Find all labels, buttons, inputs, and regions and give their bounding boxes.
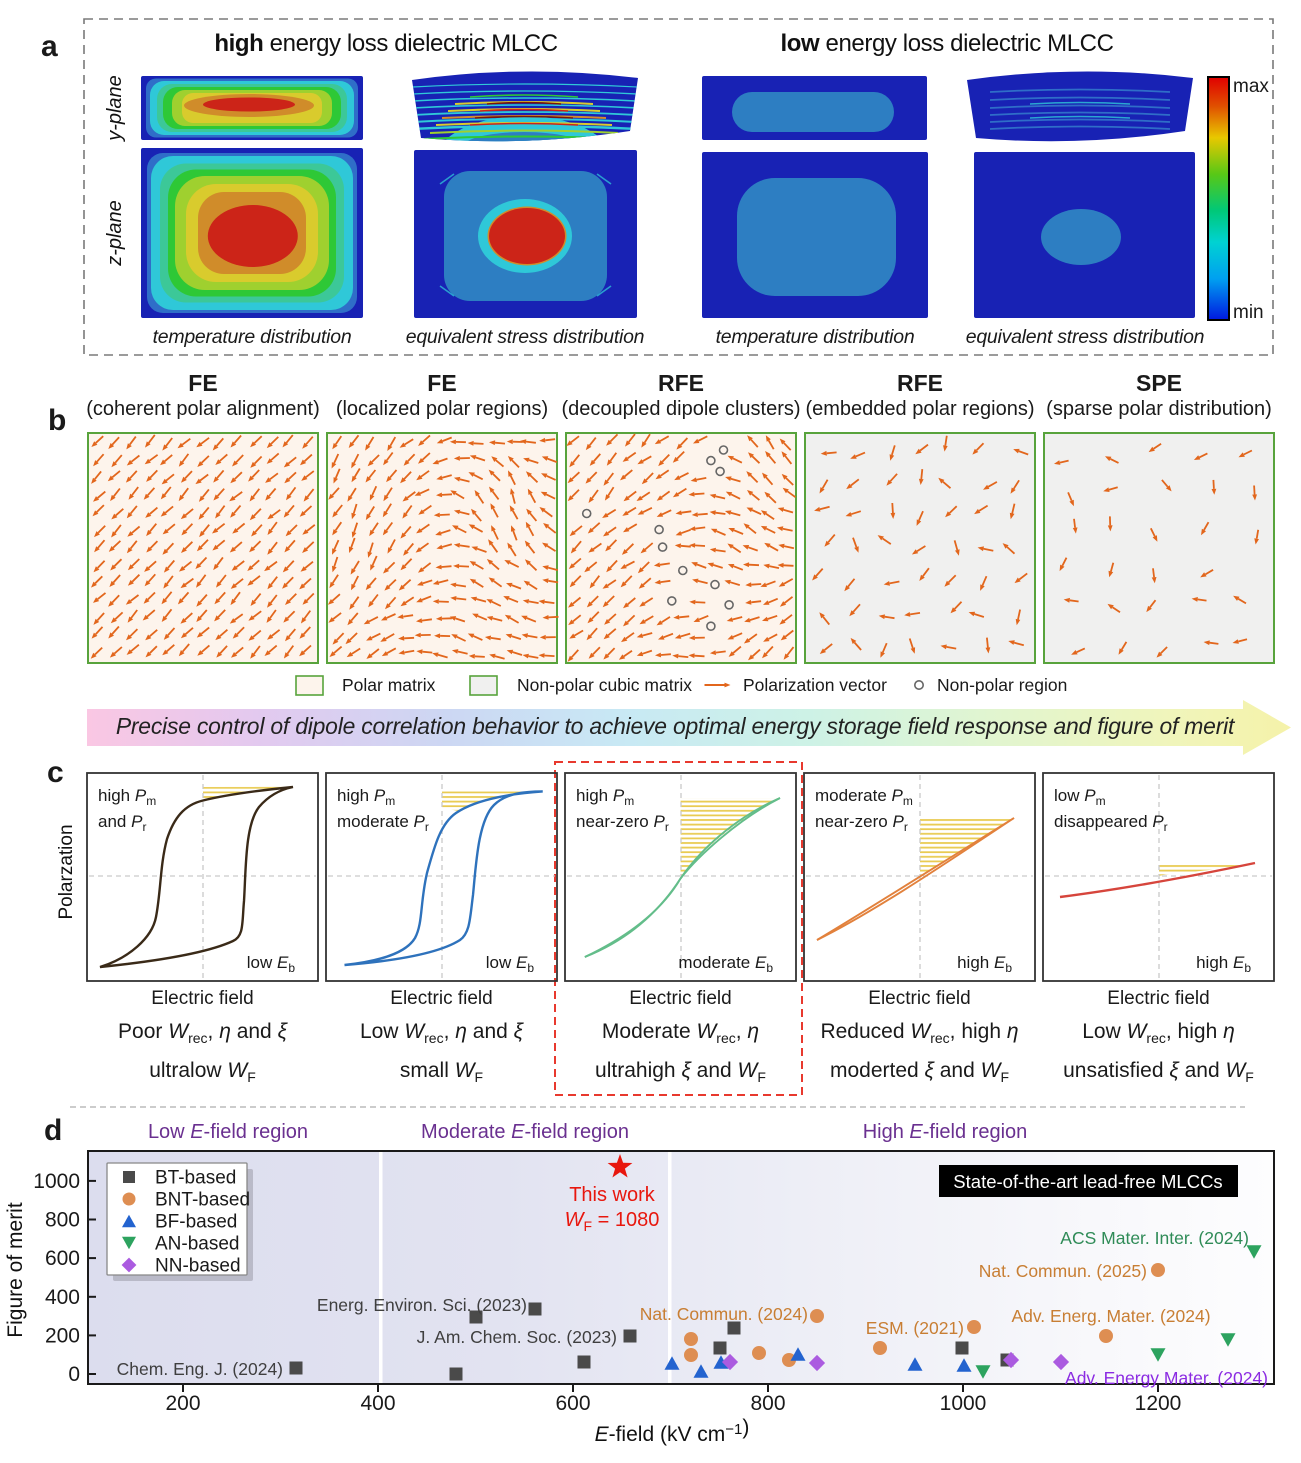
svg-text:a: a bbox=[41, 30, 58, 63]
svg-text:BT-based: BT-based bbox=[155, 1168, 236, 1189]
svg-text:temperature distribution: temperature distribution bbox=[153, 326, 352, 348]
svg-text:ESM. (2021): ESM. (2021) bbox=[866, 1318, 964, 1338]
svg-text:RFE: RFE bbox=[658, 370, 704, 396]
svg-text:disappeared Pr: disappeared Pr bbox=[1054, 812, 1168, 834]
svg-text:Adv. Energ. Mater. (2024): Adv. Energ. Mater. (2024) bbox=[1011, 1306, 1210, 1326]
svg-text:High E-field region: High E-field region bbox=[863, 1121, 1028, 1143]
svg-text:z-plane: z-plane bbox=[104, 200, 126, 267]
svg-text:SPE: SPE bbox=[1136, 370, 1182, 396]
svg-text:FE: FE bbox=[427, 370, 456, 396]
svg-text:This work: This work bbox=[569, 1184, 656, 1206]
svg-text:d: d bbox=[44, 1114, 62, 1147]
svg-text:temperature distribution: temperature distribution bbox=[716, 326, 915, 348]
svg-text:high Eb: high Eb bbox=[957, 953, 1012, 975]
svg-text:1000: 1000 bbox=[33, 1170, 80, 1193]
svg-text:Non-polar region: Non-polar region bbox=[937, 675, 1067, 695]
svg-text:Figure of merit: Figure of merit bbox=[4, 1202, 27, 1338]
svg-text:and Pr: and Pr bbox=[98, 812, 146, 834]
svg-text:Reduced Wrec, high η: Reduced Wrec, high η bbox=[820, 1020, 1018, 1046]
svg-text:0: 0 bbox=[68, 1363, 80, 1386]
svg-text:Low E-field region: Low E-field region bbox=[148, 1121, 308, 1143]
svg-text:ultrahigh ξ and WF: ultrahigh ξ and WF bbox=[595, 1059, 766, 1085]
svg-text:Electric field: Electric field bbox=[1107, 988, 1209, 1009]
svg-text:max: max bbox=[1233, 76, 1269, 97]
svg-text:(decoupled dipole clusters): (decoupled dipole clusters) bbox=[561, 398, 800, 420]
svg-text:Adv. Energy Mater. (2024): Adv. Energy Mater. (2024) bbox=[1065, 1368, 1268, 1388]
svg-text:RFE: RFE bbox=[897, 370, 943, 396]
svg-text:1000: 1000 bbox=[940, 1392, 987, 1415]
svg-text:400: 400 bbox=[45, 1286, 80, 1309]
svg-text:high Eb: high Eb bbox=[1196, 953, 1251, 975]
svg-text:FE: FE bbox=[188, 370, 217, 396]
svg-text:min: min bbox=[1233, 302, 1264, 323]
svg-text:low Eb: low Eb bbox=[247, 953, 296, 975]
svg-text:y-plane: y-plane bbox=[104, 75, 126, 143]
svg-text:(coherent polar alignment): (coherent polar alignment) bbox=[86, 398, 319, 420]
svg-text:BNT-based: BNT-based bbox=[155, 1190, 250, 1211]
svg-text:600: 600 bbox=[45, 1247, 80, 1270]
svg-text:WF = 1080: WF = 1080 bbox=[565, 1209, 660, 1234]
svg-text:Non-polar cubic matrix: Non-polar cubic matrix bbox=[517, 675, 692, 695]
svg-text:Polar matrix: Polar matrix bbox=[342, 675, 436, 695]
svg-text:Electric field: Electric field bbox=[151, 988, 253, 1009]
svg-text:equivalent stress distribution: equivalent stress distribution bbox=[966, 326, 1205, 348]
svg-text:800: 800 bbox=[45, 1209, 80, 1232]
svg-text:NN-based: NN-based bbox=[155, 1256, 241, 1277]
svg-text:ultralow WF: ultralow WF bbox=[149, 1059, 256, 1085]
svg-text:low Eb: low Eb bbox=[486, 953, 535, 975]
svg-text:Moderate E-field region: Moderate E-field region bbox=[421, 1121, 629, 1143]
svg-text:Electric field: Electric field bbox=[390, 988, 492, 1009]
svg-text:Nat. Commun. (2024): Nat. Commun. (2024) bbox=[640, 1304, 808, 1324]
svg-text:unsatisfied ξ and WF: unsatisfied ξ and WF bbox=[1063, 1059, 1254, 1085]
svg-text:State-of-the-art lead-free MLC: State-of-the-art lead-free MLCCs bbox=[953, 1171, 1222, 1192]
svg-text:Precise control of dipole corr: Precise control of dipole correlation be… bbox=[116, 713, 1236, 739]
svg-text:Energ. Environ. Sci. (2023): Energ. Environ. Sci. (2023) bbox=[317, 1295, 527, 1315]
svg-text:Electric field: Electric field bbox=[868, 988, 970, 1009]
svg-text:small WF: small WF bbox=[400, 1059, 483, 1085]
svg-text:AN-based: AN-based bbox=[155, 1234, 240, 1255]
svg-text:b: b bbox=[48, 404, 66, 437]
svg-text:600: 600 bbox=[555, 1392, 590, 1415]
svg-text:(embedded polar regions): (embedded polar regions) bbox=[805, 398, 1034, 420]
svg-text:(localized polar regions): (localized polar regions) bbox=[336, 398, 548, 420]
svg-text:moderate Pm: moderate Pm bbox=[815, 786, 913, 808]
svg-text:Electric field: Electric field bbox=[629, 988, 731, 1009]
svg-text:Polarzation: Polarzation bbox=[56, 824, 77, 919]
svg-text:c: c bbox=[47, 756, 64, 789]
svg-text:200: 200 bbox=[45, 1324, 80, 1347]
svg-text:400: 400 bbox=[360, 1392, 395, 1415]
svg-text:J. Am. Chem. Soc. (2023): J. Am. Chem. Soc. (2023) bbox=[417, 1327, 617, 1347]
svg-text:ACS Mater. Inter. (2024): ACS Mater. Inter. (2024) bbox=[1060, 1228, 1249, 1248]
svg-text:BF-based: BF-based bbox=[155, 1212, 237, 1233]
svg-text:Polarization vector: Polarization vector bbox=[743, 675, 887, 695]
svg-text:Nat. Commun. (2025): Nat. Commun. (2025) bbox=[979, 1261, 1147, 1281]
svg-text:high energy loss dielectric ML: high energy loss dielectric MLCC bbox=[214, 30, 557, 57]
svg-text:low energy loss dielectric MLC: low energy loss dielectric MLCC bbox=[780, 30, 1113, 57]
svg-text:moderate Pr: moderate Pr bbox=[337, 812, 429, 834]
svg-text:200: 200 bbox=[165, 1392, 200, 1415]
svg-text:moderate Eb: moderate Eb bbox=[678, 953, 773, 975]
svg-text:moderted ξ and WF: moderted ξ and WF bbox=[830, 1059, 1009, 1085]
svg-text:near-zero Pr: near-zero Pr bbox=[576, 812, 669, 834]
svg-text:equivalent stress distribution: equivalent stress distribution bbox=[406, 326, 645, 348]
svg-text:Chem. Eng. J. (2024): Chem. Eng. J. (2024) bbox=[117, 1359, 283, 1379]
svg-text:1200: 1200 bbox=[1135, 1392, 1182, 1415]
svg-text:800: 800 bbox=[750, 1392, 785, 1415]
svg-text:Moderate Wrec, η: Moderate Wrec, η bbox=[602, 1020, 759, 1046]
svg-text:near-zero Pr: near-zero Pr bbox=[815, 812, 908, 834]
svg-text:(sparse polar distribution): (sparse polar distribution) bbox=[1046, 398, 1272, 420]
